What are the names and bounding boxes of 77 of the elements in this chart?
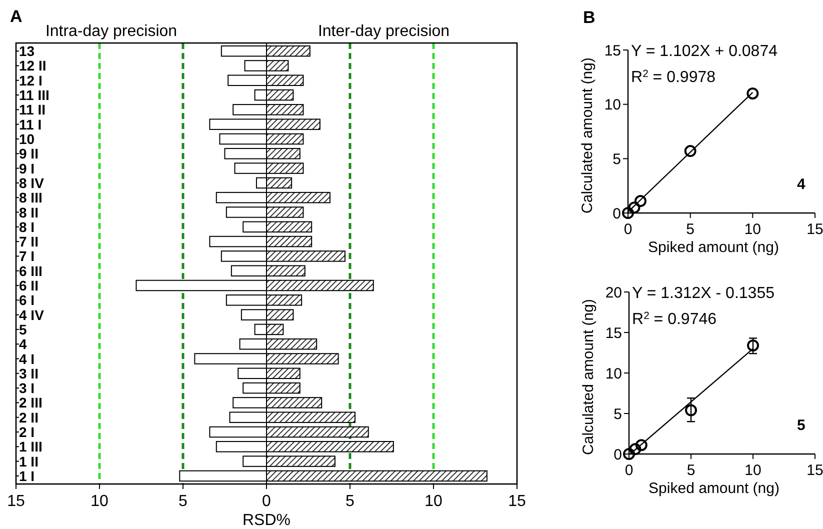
text: Inter-day precision — [318, 23, 450, 40]
y-tick-label: 2 II — [19, 409, 38, 426]
y-tick-label: 12 I — [19, 72, 42, 88]
point — [629, 443, 642, 456]
x-tick-label: 10 — [424, 493, 442, 510]
y-tick-label: 8 IV — [19, 174, 45, 191]
x-tick-label: 0 — [624, 462, 634, 479]
x-tick-label: 10 — [90, 493, 108, 510]
y-tick-label: 8 III — [19, 190, 42, 206]
y-tick-label: 3 II — [19, 365, 38, 382]
y-tick-label: 10 — [19, 131, 35, 148]
point — [628, 202, 640, 214]
y-tick-label: 12 II — [19, 58, 46, 74]
x-tick-label: 15 — [806, 462, 823, 479]
y-tick-label: 15 — [605, 324, 622, 342]
point — [623, 448, 635, 460]
y-tick-label: 4 I — [19, 350, 35, 367]
text: Intra-day precision — [45, 23, 178, 40]
y-tick-label: 10 — [605, 365, 622, 382]
x-tick-label: 10 — [744, 221, 762, 238]
x-axis-title: Spiked amount (ng) — [648, 239, 779, 256]
point — [746, 87, 759, 100]
point — [634, 195, 646, 208]
y-tick-label: 7 II — [19, 234, 38, 250]
y-tick-label: 1 I — [19, 468, 35, 484]
y-tick-label: 7 I — [19, 248, 35, 264]
y-tick-label: 13 — [19, 43, 35, 60]
point — [685, 404, 697, 416]
annotation: 4 — [797, 176, 806, 193]
y-tick-label: 6 I — [19, 292, 35, 308]
chart-title: B — [583, 8, 596, 27]
x-tick-label: 10 — [744, 462, 762, 479]
annotation: R$^{2}$ = 0.9746 — [632, 310, 717, 328]
y-axis-title: Calculated amount (ng) — [579, 58, 596, 214]
y-tick-label: 0 — [612, 205, 621, 222]
y-tick-label: 11 III — [19, 87, 50, 104]
x-axis-title: RSD% — [242, 512, 291, 529]
x-tick-label: 5 — [686, 462, 696, 479]
y-axis-title: Calculated amount (ng) — [580, 299, 597, 455]
y-tick-label: 5 — [19, 321, 27, 338]
x-tick-label: 15 — [806, 221, 823, 238]
point — [635, 439, 648, 452]
point — [747, 339, 759, 352]
y-tick-label: 9 I — [19, 160, 35, 176]
y-tick-label: 5 — [614, 406, 622, 423]
point — [622, 207, 634, 219]
y-tick-label: 1 II — [19, 453, 38, 470]
y-tick-label: 15 — [604, 42, 621, 60]
annotation: R$^{2}$ = 0.9978 — [631, 68, 716, 86]
point — [684, 145, 696, 158]
y-tick-label: 11 I — [19, 116, 42, 132]
x-tick-label: 5 — [178, 493, 188, 510]
y-tick-label: 3 I — [19, 380, 35, 396]
y-tick-label: 20 — [605, 284, 622, 302]
y-tick-label: 1 III — [19, 438, 42, 455]
x-tick-label: 5 — [346, 493, 355, 510]
y-tick-label: 9 II — [19, 146, 38, 162]
x-tick-label: 15 — [508, 493, 526, 510]
y-tick-label: 0 — [614, 446, 622, 464]
y-tick-label: 8 I — [19, 218, 35, 235]
y-tick-label: 2 I — [19, 424, 35, 440]
y-tick-label: 5 — [612, 151, 621, 168]
x-tick-label: 5 — [686, 221, 695, 238]
y-tick-label: 10 — [604, 96, 621, 114]
y-tick-label: 2 III — [19, 394, 42, 411]
annotation: Y = 1.312X - 0.1355 — [632, 285, 775, 302]
x-tick-label: 0 — [262, 493, 272, 510]
y-tick-label: 4 — [19, 336, 27, 352]
chart-title: A — [10, 7, 22, 26]
y-tick-label: 6 III — [19, 262, 42, 279]
y-tick-label: 6 II — [19, 278, 38, 294]
y-tick-label: 11 II — [19, 102, 46, 118]
y-tick-label: 8 II — [19, 204, 38, 220]
x-axis-title: Spiked amount (ng) — [648, 480, 780, 497]
annotation: Y = 1.102X + 0.0874 — [631, 43, 778, 60]
annotation: 5 — [797, 417, 806, 434]
y-tick-label: 4 IV — [19, 306, 45, 323]
